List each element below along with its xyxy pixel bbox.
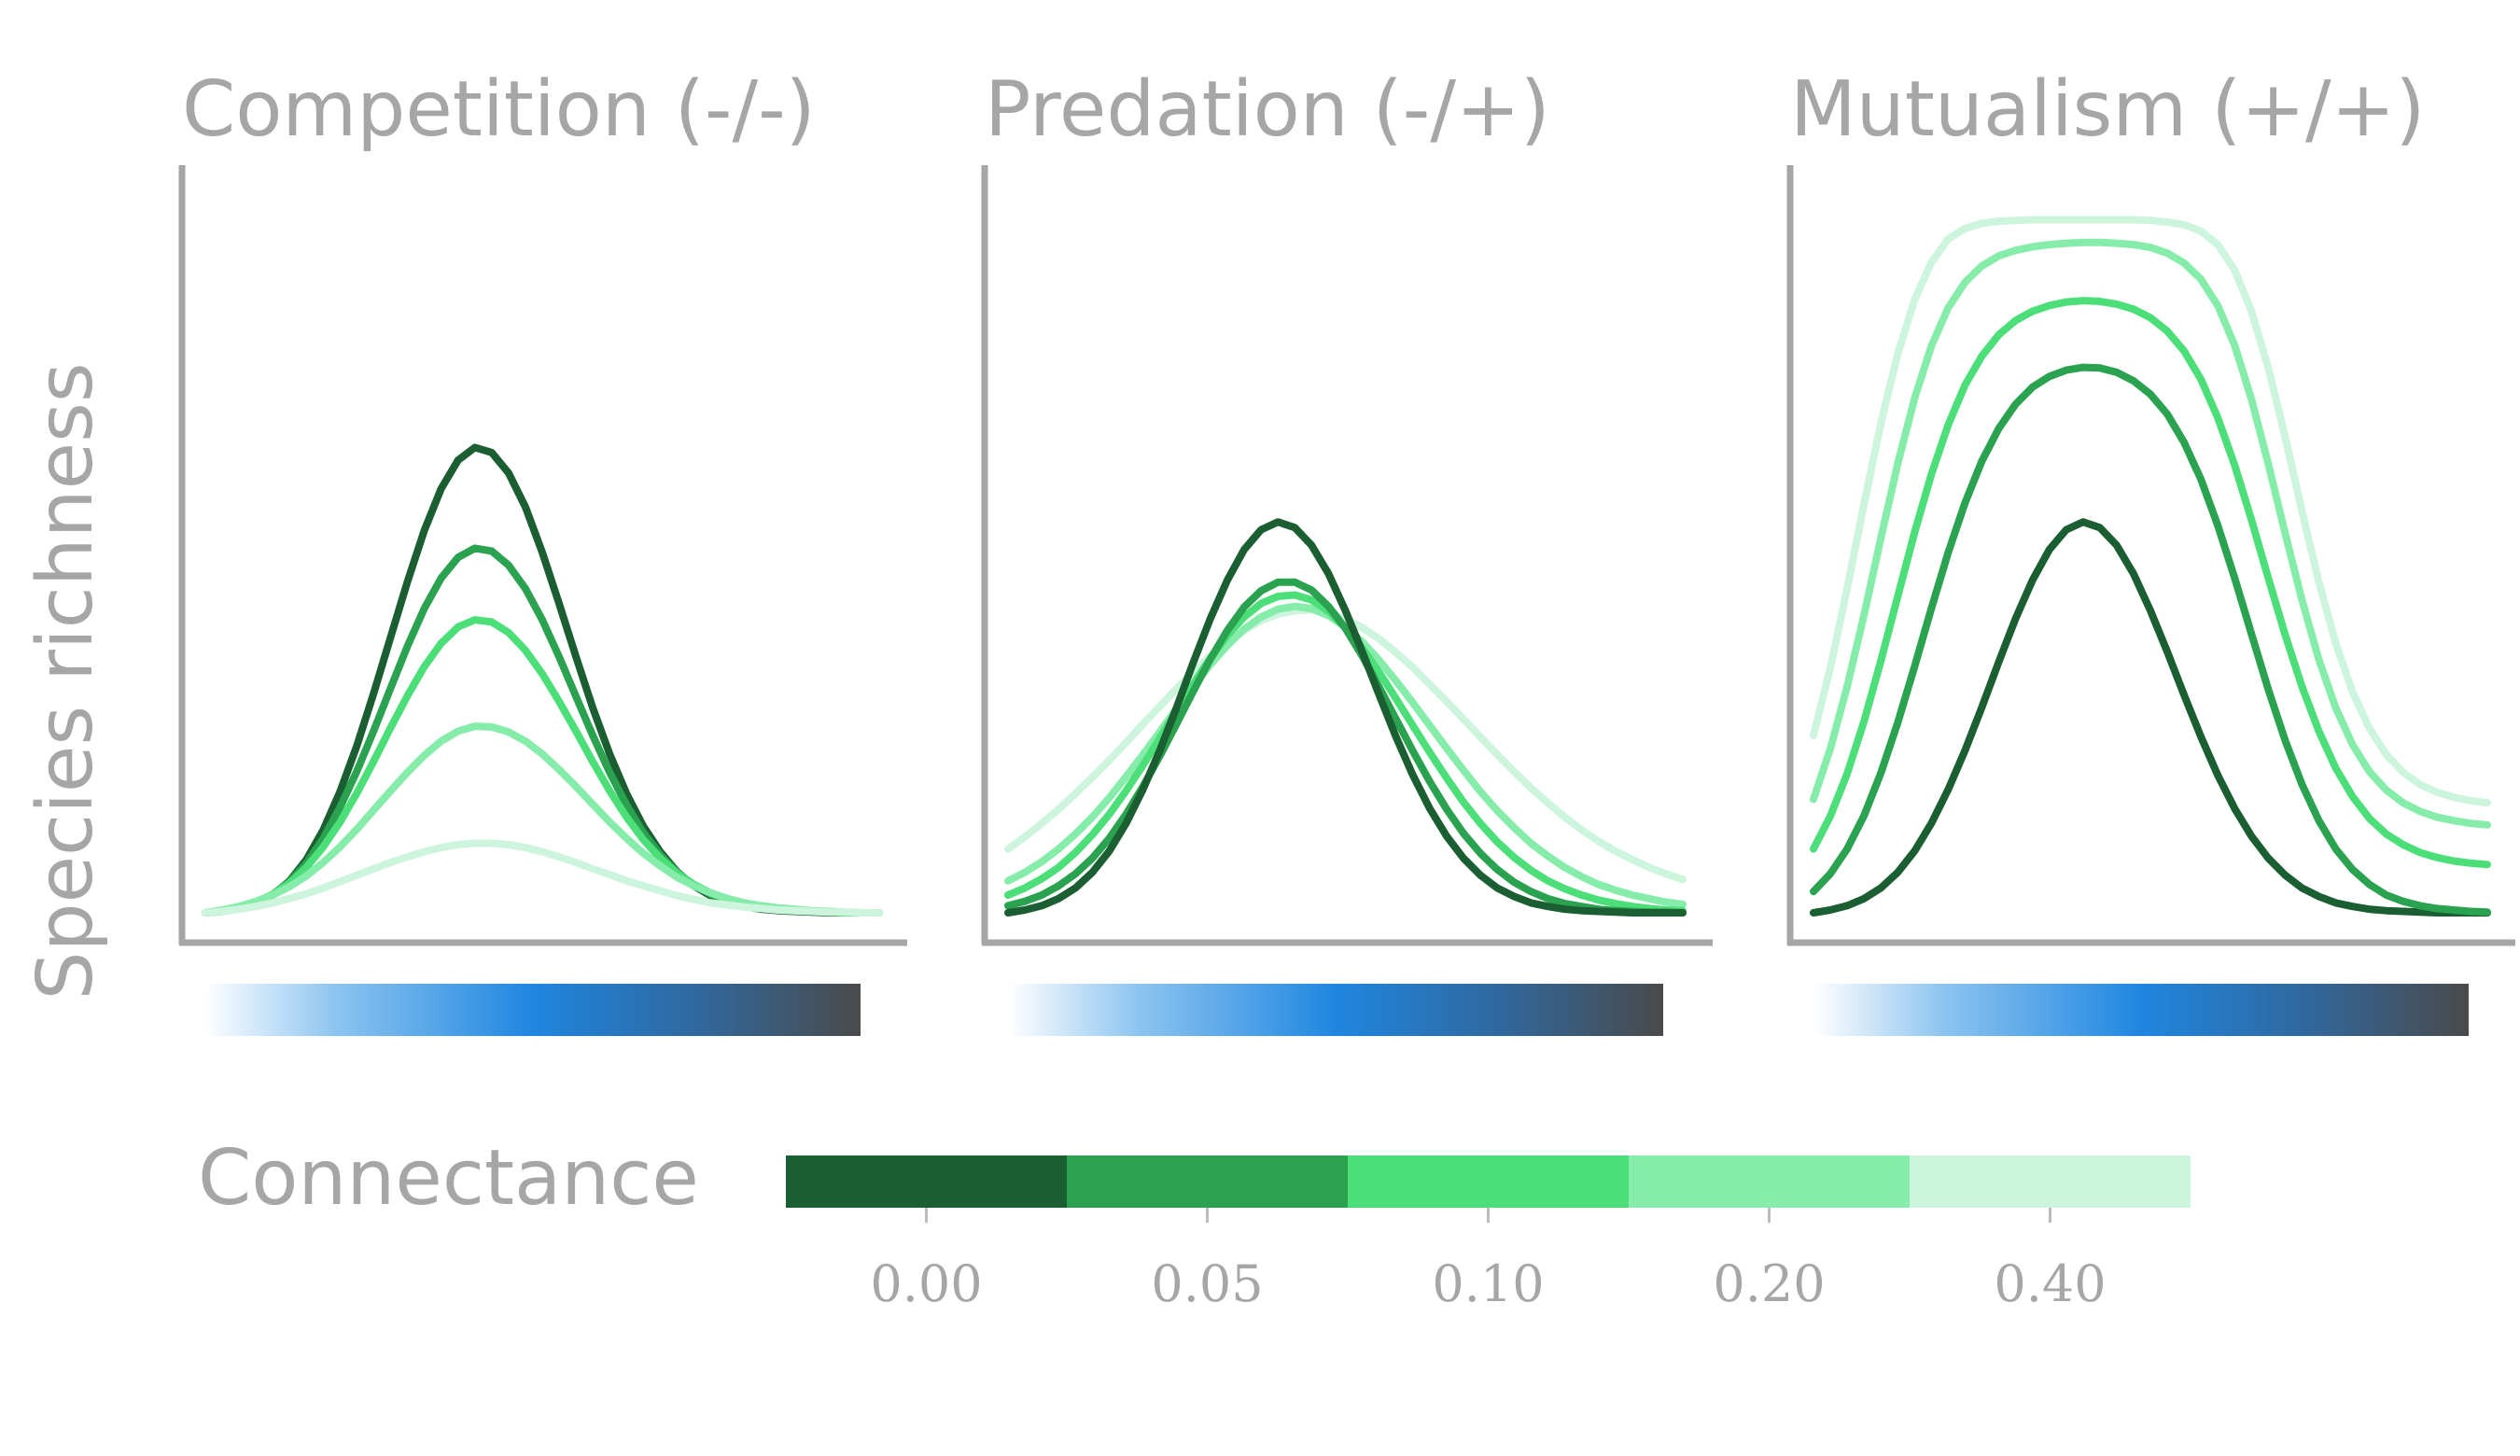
legend-swatch-000 <box>786 1155 1067 1208</box>
environment-gradient-bar <box>205 984 861 1036</box>
series-line-mutualism-c005 <box>1810 363 2491 917</box>
series-line-mutualism-c010 <box>1810 297 2491 869</box>
legend-swatches: 0.00 0.05 0.10 0.20 0.40 <box>786 1155 2191 1313</box>
series-line-competition-c010 <box>202 616 883 917</box>
series-line-competition-c020 <box>202 722 883 917</box>
series-line-mutualism-c000 <box>1810 518 2491 917</box>
legend-swatch-020 <box>1629 1155 1910 1208</box>
series-line-competition-c040 <box>202 839 883 917</box>
panel-title-predation: Predation (-/+) <box>985 65 1550 154</box>
series-line-mutualism-c040 <box>1810 216 2491 807</box>
legend-swatch-040 <box>1910 1155 2191 1208</box>
environment-gradient-bar <box>1813 984 2469 1036</box>
series-line-competition-c005 <box>202 544 883 917</box>
panel-title-competition: Competition (-/-) <box>182 65 816 154</box>
series-line-predation-c000 <box>1004 518 1687 917</box>
panel-predation: Predation (-/+) <box>981 65 1713 1036</box>
panel-title-mutualism: Mutualism (+/+) <box>1790 65 2425 154</box>
legend: Connectance 0.00 0.05 0.10 0.20 0.40 <box>198 1134 2191 1313</box>
panel-competition: Competition (-/-) <box>178 65 907 1036</box>
legend-tick-label: 0.10 <box>1432 1254 1544 1313</box>
y-axis-label: Species richness <box>21 362 110 1000</box>
series-group-competition <box>202 443 883 917</box>
series-group-predation <box>1004 518 1687 917</box>
environment-gradient-bar <box>1008 984 1663 1036</box>
legend-title: Connectance <box>198 1134 699 1223</box>
legend-swatch-010 <box>1348 1155 1629 1208</box>
legend-tick-label: 0.05 <box>1151 1254 1263 1313</box>
legend-tick-label: 0.40 <box>1994 1254 2106 1313</box>
legend-swatch-005 <box>1067 1155 1348 1208</box>
series-line-predation-c010 <box>1004 591 1687 915</box>
panel-mutualism: Mutualism (+/+) <box>1786 65 2515 1036</box>
series-line-predation-c005 <box>1004 578 1687 917</box>
series-group-mutualism <box>1810 216 2491 917</box>
legend-tick-label: 0.00 <box>870 1254 982 1313</box>
legend-tick-label: 0.20 <box>1713 1254 1825 1313</box>
series-line-mutualism-c020 <box>1810 238 2491 829</box>
